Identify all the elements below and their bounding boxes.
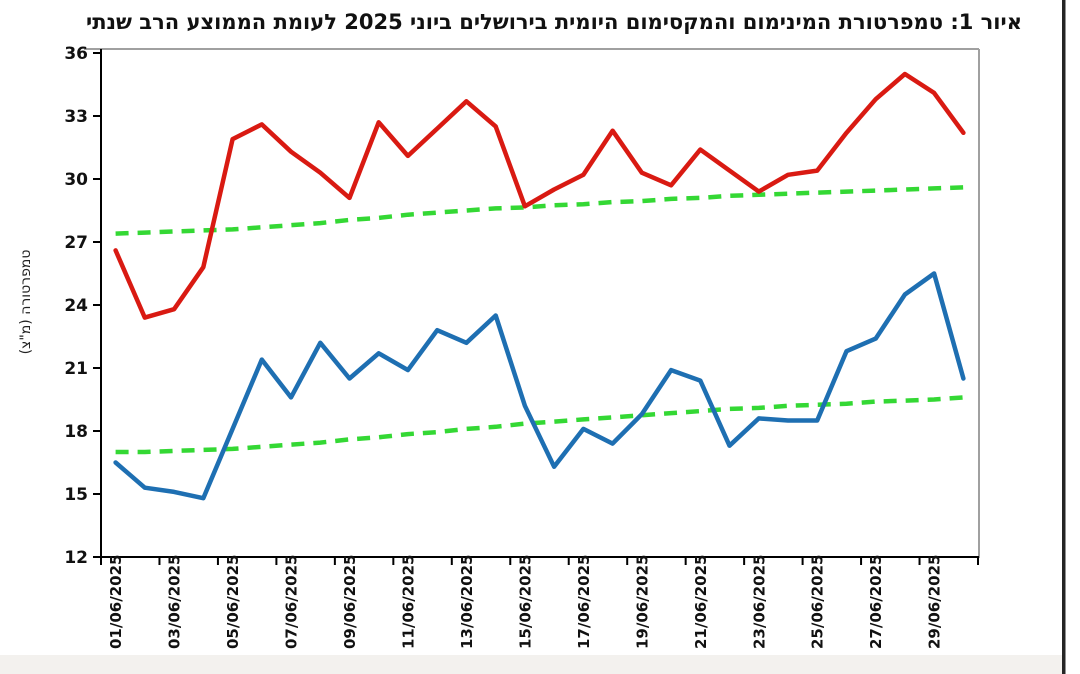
y-tick-label: 18 [64,422,88,442]
x-tick-label: 09/06/2025 [341,555,359,649]
y-axis-ticks: 12 15 18 21 24 27 30 33 36 [64,44,101,568]
x-axis-labels: 01/06/2025 03/06/2025 05/06/2025 07/06/2025… [107,555,944,649]
y-tick-label: 36 [64,44,88,64]
chart-border [84,48,980,558]
chart-title: איור 1: טמפרטורת המינימום והמקסימום היומ… [86,10,1022,34]
window-right-edge [1062,0,1066,674]
y-tick-label: 24 [64,296,88,316]
x-axis-ticks [100,557,979,565]
x-tick-label: 15/06/2025 [516,555,534,649]
daily-min-temp-line [113,271,966,501]
y-tick-label: 21 [64,359,88,379]
axes [100,49,979,558]
x-tick-label: 27/06/2025 [867,555,885,649]
daily-max-temp-line [113,71,966,320]
x-tick-label: 13/06/2025 [458,555,476,649]
x-tick-label: 17/06/2025 [575,555,593,649]
y-tick-label: 27 [64,233,88,253]
y-tick-label: 15 [64,485,88,505]
longterm-avg-max-line [115,185,964,236]
x-tick-label: 05/06/2025 [224,555,242,649]
x-tick-label: 21/06/2025 [692,555,710,649]
y-tick-label: 12 [64,548,88,568]
y-tick-label: 33 [64,107,88,127]
x-tick-label: 03/06/2025 [166,555,184,649]
x-tick-label: 11/06/2025 [399,555,417,649]
y-tick-label: 30 [64,170,88,190]
x-tick-label: 19/06/2025 [633,555,651,649]
y-axis-title: טמפרטורה (מ"צ) [18,249,34,355]
x-tick-label: 25/06/2025 [809,555,827,649]
x-tick-label: 01/06/2025 [107,555,125,649]
x-tick-label: 23/06/2025 [750,555,768,649]
x-tick-label: 29/06/2025 [926,555,944,649]
bottom-band [0,655,1062,674]
x-tick-label: 07/06/2025 [283,555,301,649]
